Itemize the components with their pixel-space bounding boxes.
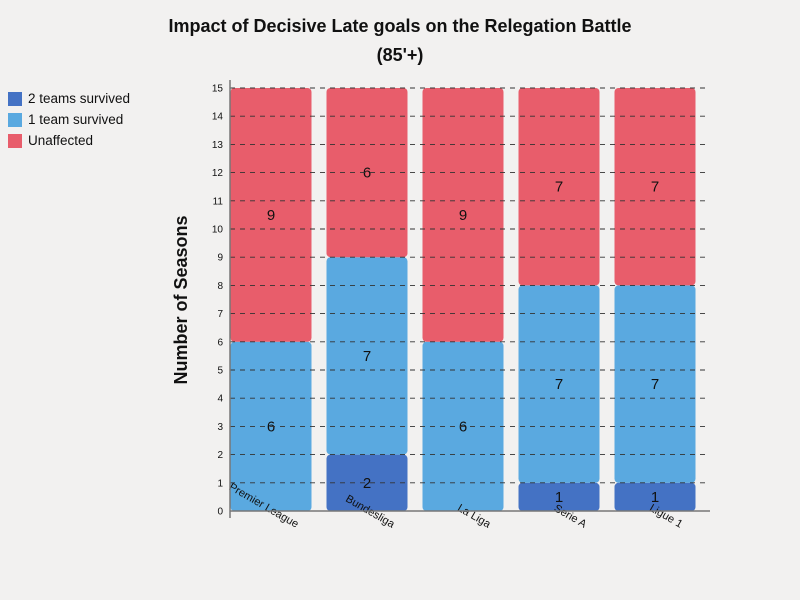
data-label: 9	[267, 207, 275, 224]
y-tick-label: 11	[213, 196, 224, 207]
legend-item-1-team: 1 team survived	[8, 109, 130, 130]
bar-segment	[614, 285, 696, 483]
y-tick-label: 1	[217, 478, 223, 489]
bar-segment	[230, 88, 312, 342]
legend-item-2-teams: 2 teams survived	[8, 88, 130, 109]
data-label: 6	[267, 418, 275, 435]
legend-item-unaffected: Unaffected	[8, 130, 130, 151]
legend-label: 1 team survived	[28, 112, 124, 127]
data-label: 6	[459, 418, 467, 435]
legend-swatch	[8, 133, 22, 148]
data-label: 7	[651, 376, 659, 393]
bar-segment	[518, 285, 600, 483]
bar-segment	[422, 88, 504, 342]
data-label: 7	[651, 179, 659, 196]
y-tick-label: 6	[217, 337, 223, 348]
data-label: 9	[459, 207, 467, 224]
data-label: 2	[363, 475, 371, 492]
y-tick-label: 0	[217, 507, 223, 518]
legend-label: 2 teams survived	[28, 91, 131, 106]
data-label: 7	[363, 348, 371, 365]
data-label: 1	[651, 489, 659, 506]
y-axis-label: Number of Seasons	[171, 215, 191, 384]
data-label: 1	[555, 489, 563, 506]
bar-segment	[614, 482, 696, 511]
y-tick-label: 5	[217, 366, 223, 377]
bar-segment	[326, 454, 408, 511]
bar-segment	[326, 257, 408, 455]
bar-segment	[614, 88, 696, 286]
data-label: 6	[363, 165, 371, 182]
title-text: Impact of Decisive Late goals on the Rel…	[168, 16, 632, 36]
legend-swatch	[8, 91, 22, 106]
y-tick-label: 3	[217, 422, 223, 433]
subtitle-text: (85'+)	[376, 45, 424, 65]
legend-swatch	[8, 112, 22, 127]
y-tick-label: 15	[212, 84, 224, 95]
y-tick-label: 4	[217, 394, 223, 405]
chart-title: Impact of Decisive Late goals on the Rel…	[0, 12, 800, 70]
legend: 2 teams survived 1 team survived Unaffec…	[8, 88, 130, 151]
y-tick-label: 10	[212, 225, 224, 236]
y-tick-label: 9	[217, 253, 223, 264]
data-label: 7	[555, 376, 563, 393]
y-tick-label: 12	[212, 168, 224, 179]
bar-segment	[518, 482, 600, 511]
y-tick-label: 2	[217, 450, 223, 461]
y-tick-label: 14	[212, 112, 224, 123]
legend-label: Unaffected	[28, 133, 94, 148]
data-label: 7	[555, 179, 563, 196]
bar-segment	[326, 88, 408, 258]
y-tick-label: 7	[217, 309, 223, 320]
bar-segment	[518, 88, 600, 286]
y-tick-label: 8	[217, 281, 223, 292]
y-tick-label: 13	[212, 140, 224, 151]
